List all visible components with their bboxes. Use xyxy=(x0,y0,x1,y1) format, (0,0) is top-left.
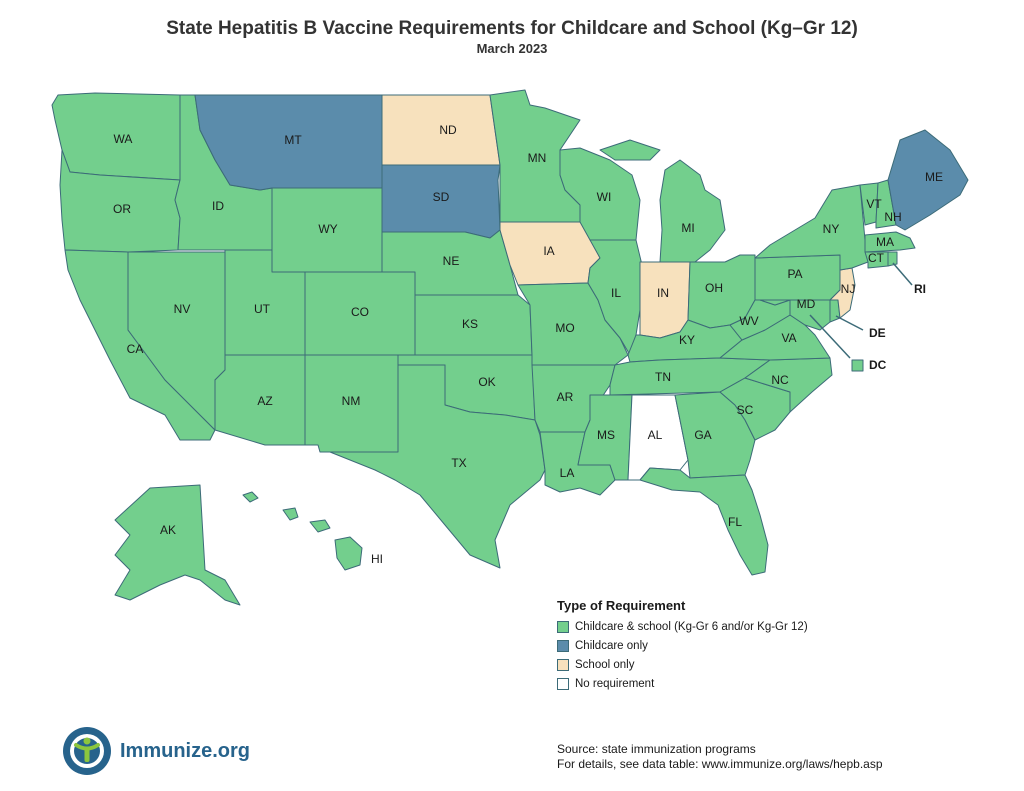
state-RI[interactable] xyxy=(887,251,898,267)
state-label-wa: WA xyxy=(114,132,133,146)
state-label-ny: NY xyxy=(823,222,840,236)
legend-label: Childcare & school (Kg-Gr 6 and/or Kg-Gr… xyxy=(575,620,808,633)
legend: Type of Requirement Childcare & school (… xyxy=(557,598,808,693)
state-label-il: IL xyxy=(611,286,621,300)
state-label-id: ID xyxy=(212,199,224,213)
state-label-nj: NJ xyxy=(841,282,856,296)
legend-swatch xyxy=(557,620,569,633)
immunize-logo: Immunize.org xyxy=(62,726,250,776)
state-ME[interactable] xyxy=(887,129,969,231)
legend-item-childcare-only: Childcare only xyxy=(557,636,808,655)
state-label-nv: NV xyxy=(174,302,191,316)
state-label-sd: SD xyxy=(433,190,450,204)
state-label-ky: KY xyxy=(679,333,695,347)
state-label-ut: UT xyxy=(254,302,271,316)
legend-swatch xyxy=(557,639,569,652)
state-label-tn: TN xyxy=(655,370,671,384)
source-line: Source: state immunization programs xyxy=(557,742,756,756)
state-label-vt: VT xyxy=(866,197,882,211)
state-label-ct: CT xyxy=(868,251,885,265)
state-label-ok: OK xyxy=(478,375,495,389)
state-label-nd: ND xyxy=(439,123,457,137)
state-TX[interactable] xyxy=(329,364,546,569)
state-label-mt: MT xyxy=(284,133,302,147)
state-label-wy: WY xyxy=(318,222,337,236)
state-label-ms: MS xyxy=(597,428,615,442)
state-label-dc: DC xyxy=(869,358,887,372)
legend-title: Type of Requirement xyxy=(557,598,686,613)
source-note: Source: state immunization programs For … xyxy=(557,742,883,772)
legend-swatch xyxy=(557,677,569,690)
state-label-ks: KS xyxy=(462,317,478,331)
state-FL[interactable] xyxy=(639,467,769,576)
state-label-co: CO xyxy=(351,305,369,319)
map-title: State Hepatitis B Vaccine Requirements f… xyxy=(166,18,858,39)
state-MI[interactable] xyxy=(599,139,726,263)
state-label-ma: MA xyxy=(876,235,894,249)
leader-line-ri xyxy=(892,262,913,286)
state-CT[interactable] xyxy=(864,251,889,269)
state-label-ri: RI xyxy=(914,282,926,296)
legend-label: Childcare only xyxy=(575,639,648,652)
legend-swatch xyxy=(557,658,569,671)
state-label-ar: AR xyxy=(557,390,574,404)
state-label-hi: HI xyxy=(371,552,383,566)
state-NY[interactable] xyxy=(754,184,869,271)
state-HI[interactable] xyxy=(242,491,363,571)
state-label-sc: SC xyxy=(737,403,754,417)
state-label-va: VA xyxy=(781,331,796,345)
leader-line-dc xyxy=(809,314,851,359)
state-label-md: MD xyxy=(797,297,816,311)
state-label-wi: WI xyxy=(597,190,612,204)
legend-item-school-only: School only xyxy=(557,655,808,674)
legend-item-childcare-and-school: Childcare & school (Kg-Gr 6 and/or Kg-Gr… xyxy=(557,617,808,636)
state-label-ne: NE xyxy=(443,254,460,268)
legend-item-no-requirement: No requirement xyxy=(557,674,808,693)
state-label-az: AZ xyxy=(257,394,272,408)
state-label-or: OR xyxy=(113,202,131,216)
state-AK[interactable] xyxy=(114,484,241,606)
state-label-ak: AK xyxy=(160,523,176,537)
legend-label: No requirement xyxy=(575,677,655,690)
legend-label: School only xyxy=(575,658,635,671)
immunize-logo-icon xyxy=(63,727,111,775)
state-label-mn: MN xyxy=(528,151,547,165)
state-DC[interactable] xyxy=(851,359,864,372)
state-label-me: ME xyxy=(925,170,943,184)
state-label-nc: NC xyxy=(771,373,789,387)
details-line: For details, see data table: www.immuniz… xyxy=(557,757,883,771)
state-label-nm: NM xyxy=(342,394,361,408)
state-label-fl: FL xyxy=(728,515,742,529)
state-label-oh: OH xyxy=(705,281,723,295)
state-label-de: DE xyxy=(869,326,886,340)
state-label-la: LA xyxy=(560,466,575,480)
state-label-ca: CA xyxy=(127,342,144,356)
leader-line-de xyxy=(835,315,864,331)
state-label-tx: TX xyxy=(451,456,466,470)
state-label-mi: MI xyxy=(681,221,694,235)
state-label-nh: NH xyxy=(884,210,901,224)
map-subtitle: March 2023 xyxy=(476,41,548,56)
state-label-in: IN xyxy=(657,286,669,300)
state-label-ia: IA xyxy=(543,244,554,258)
state-NE[interactable] xyxy=(381,229,519,296)
state-label-ga: GA xyxy=(694,428,711,442)
state-label-mo: MO xyxy=(555,321,574,335)
state-NH[interactable] xyxy=(875,179,897,229)
logo-text: Immunize.org xyxy=(120,739,251,762)
state-label-al: AL xyxy=(648,428,663,442)
state-label-wv: WV xyxy=(739,314,758,328)
state-label-pa: PA xyxy=(787,267,802,281)
